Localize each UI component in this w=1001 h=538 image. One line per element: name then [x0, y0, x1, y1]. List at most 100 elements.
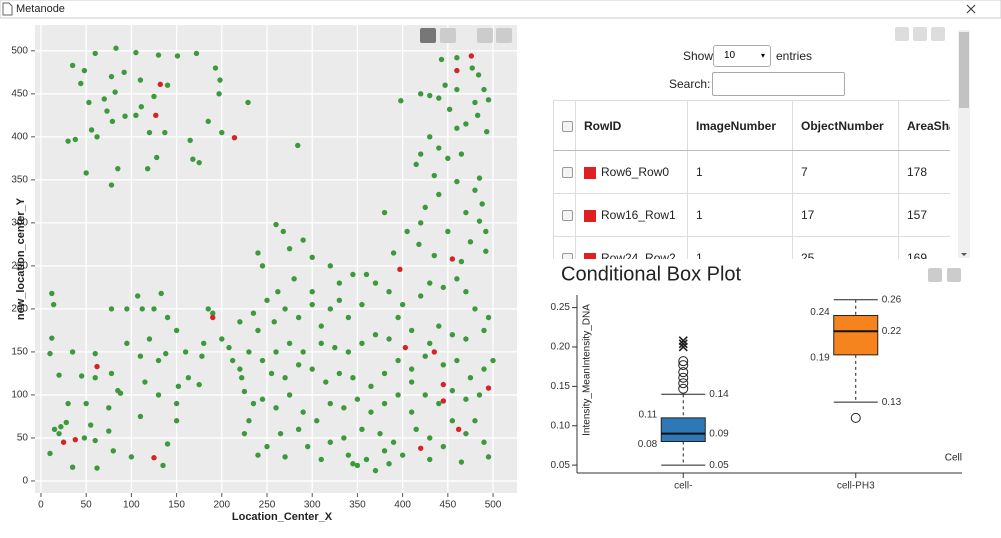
fullscreen-button[interactable] [477, 28, 493, 43]
point [117, 390, 124, 396]
point [440, 362, 447, 368]
point [146, 336, 153, 342]
point [250, 310, 257, 316]
point [108, 306, 115, 312]
point [318, 323, 324, 329]
box-fullscreen[interactable] [928, 268, 942, 282]
point [81, 435, 88, 441]
point [483, 228, 489, 235]
table-fullscreen[interactable] [913, 27, 927, 41]
point [332, 344, 338, 351]
table-tool[interactable] [895, 27, 909, 41]
y-tick-label: 150 [11, 347, 28, 358]
x-tick-label: 100 [123, 500, 140, 511]
point [47, 350, 53, 357]
point [345, 452, 352, 458]
pan-tool[interactable] [420, 28, 436, 43]
cell-text: 1 [696, 251, 703, 259]
point [237, 319, 243, 325]
cell: 1 [687, 236, 793, 259]
outlier [678, 356, 689, 367]
point [454, 54, 460, 61]
checkbox[interactable] [562, 253, 573, 259]
point [395, 392, 401, 398]
point [219, 336, 225, 342]
point [226, 344, 232, 351]
point [390, 439, 397, 445]
point [341, 435, 347, 441]
point [309, 288, 315, 295]
point [463, 209, 469, 216]
point [418, 293, 424, 299]
point [282, 454, 288, 460]
point [173, 418, 180, 424]
y-tick-label: 0.25 [551, 302, 571, 313]
point [86, 99, 92, 106]
point [109, 118, 116, 125]
point [155, 392, 162, 398]
close-button[interactable] [966, 4, 976, 14]
point [436, 95, 442, 101]
header-row: RowID ImageNumber ObjectNumber AreaSha [553, 101, 950, 151]
box-label: 0.11 [639, 410, 658, 421]
select-tool[interactable] [440, 28, 456, 43]
point [390, 250, 397, 256]
point [153, 112, 159, 119]
outlier [850, 412, 861, 423]
point [291, 276, 297, 282]
point [212, 65, 219, 71]
point [193, 50, 200, 57]
column-header: ObjectNumber [792, 101, 899, 151]
point [372, 467, 379, 474]
search-input[interactable] [712, 72, 845, 96]
point [381, 400, 388, 407]
point [481, 439, 487, 445]
table-row: Row6_Row0 1 7 178 [553, 150, 950, 194]
point [255, 452, 261, 458]
point [368, 409, 374, 415]
row-select [553, 150, 576, 194]
point [210, 314, 216, 321]
menu-button[interactable] [496, 28, 512, 43]
x-tick-label: 250 [259, 500, 276, 511]
point [408, 409, 415, 415]
point [372, 332, 379, 338]
point [174, 53, 181, 59]
point [386, 288, 392, 295]
point [56, 372, 62, 378]
dropdown-arrow: ▾ [760, 51, 765, 60]
point [395, 314, 401, 321]
header-text: AreaSha [907, 118, 950, 133]
point [431, 172, 437, 179]
point [454, 86, 460, 93]
point [94, 465, 100, 471]
scrollbar-thumb[interactable] [959, 32, 969, 108]
header-text: ObjectNumber [801, 118, 884, 133]
point [78, 373, 85, 379]
y-tick-label: 0.05 [551, 460, 571, 471]
point [160, 462, 166, 469]
point [164, 441, 171, 447]
point [173, 400, 180, 407]
table-menu[interactable] [931, 27, 945, 41]
point [49, 335, 55, 341]
point [479, 201, 485, 207]
point [282, 375, 288, 381]
point [427, 134, 433, 140]
checkbox[interactable] [562, 120, 573, 132]
point [268, 370, 275, 377]
point [458, 459, 465, 465]
page-size-select[interactable]: 10 ▾ [713, 45, 771, 67]
point [151, 306, 157, 312]
point [108, 73, 115, 80]
cell-text: 178 [907, 165, 928, 179]
x-axis-label: Cell [945, 453, 962, 464]
checkbox[interactable] [562, 210, 573, 222]
point [151, 93, 157, 100]
box-menu[interactable] [947, 268, 961, 282]
scroll-down[interactable] [961, 253, 967, 256]
point [368, 383, 374, 390]
point [398, 98, 404, 104]
data-table: RowID ImageNumber ObjectNumber AreaSha Row6… [553, 101, 950, 259]
checkbox[interactable] [562, 167, 573, 179]
